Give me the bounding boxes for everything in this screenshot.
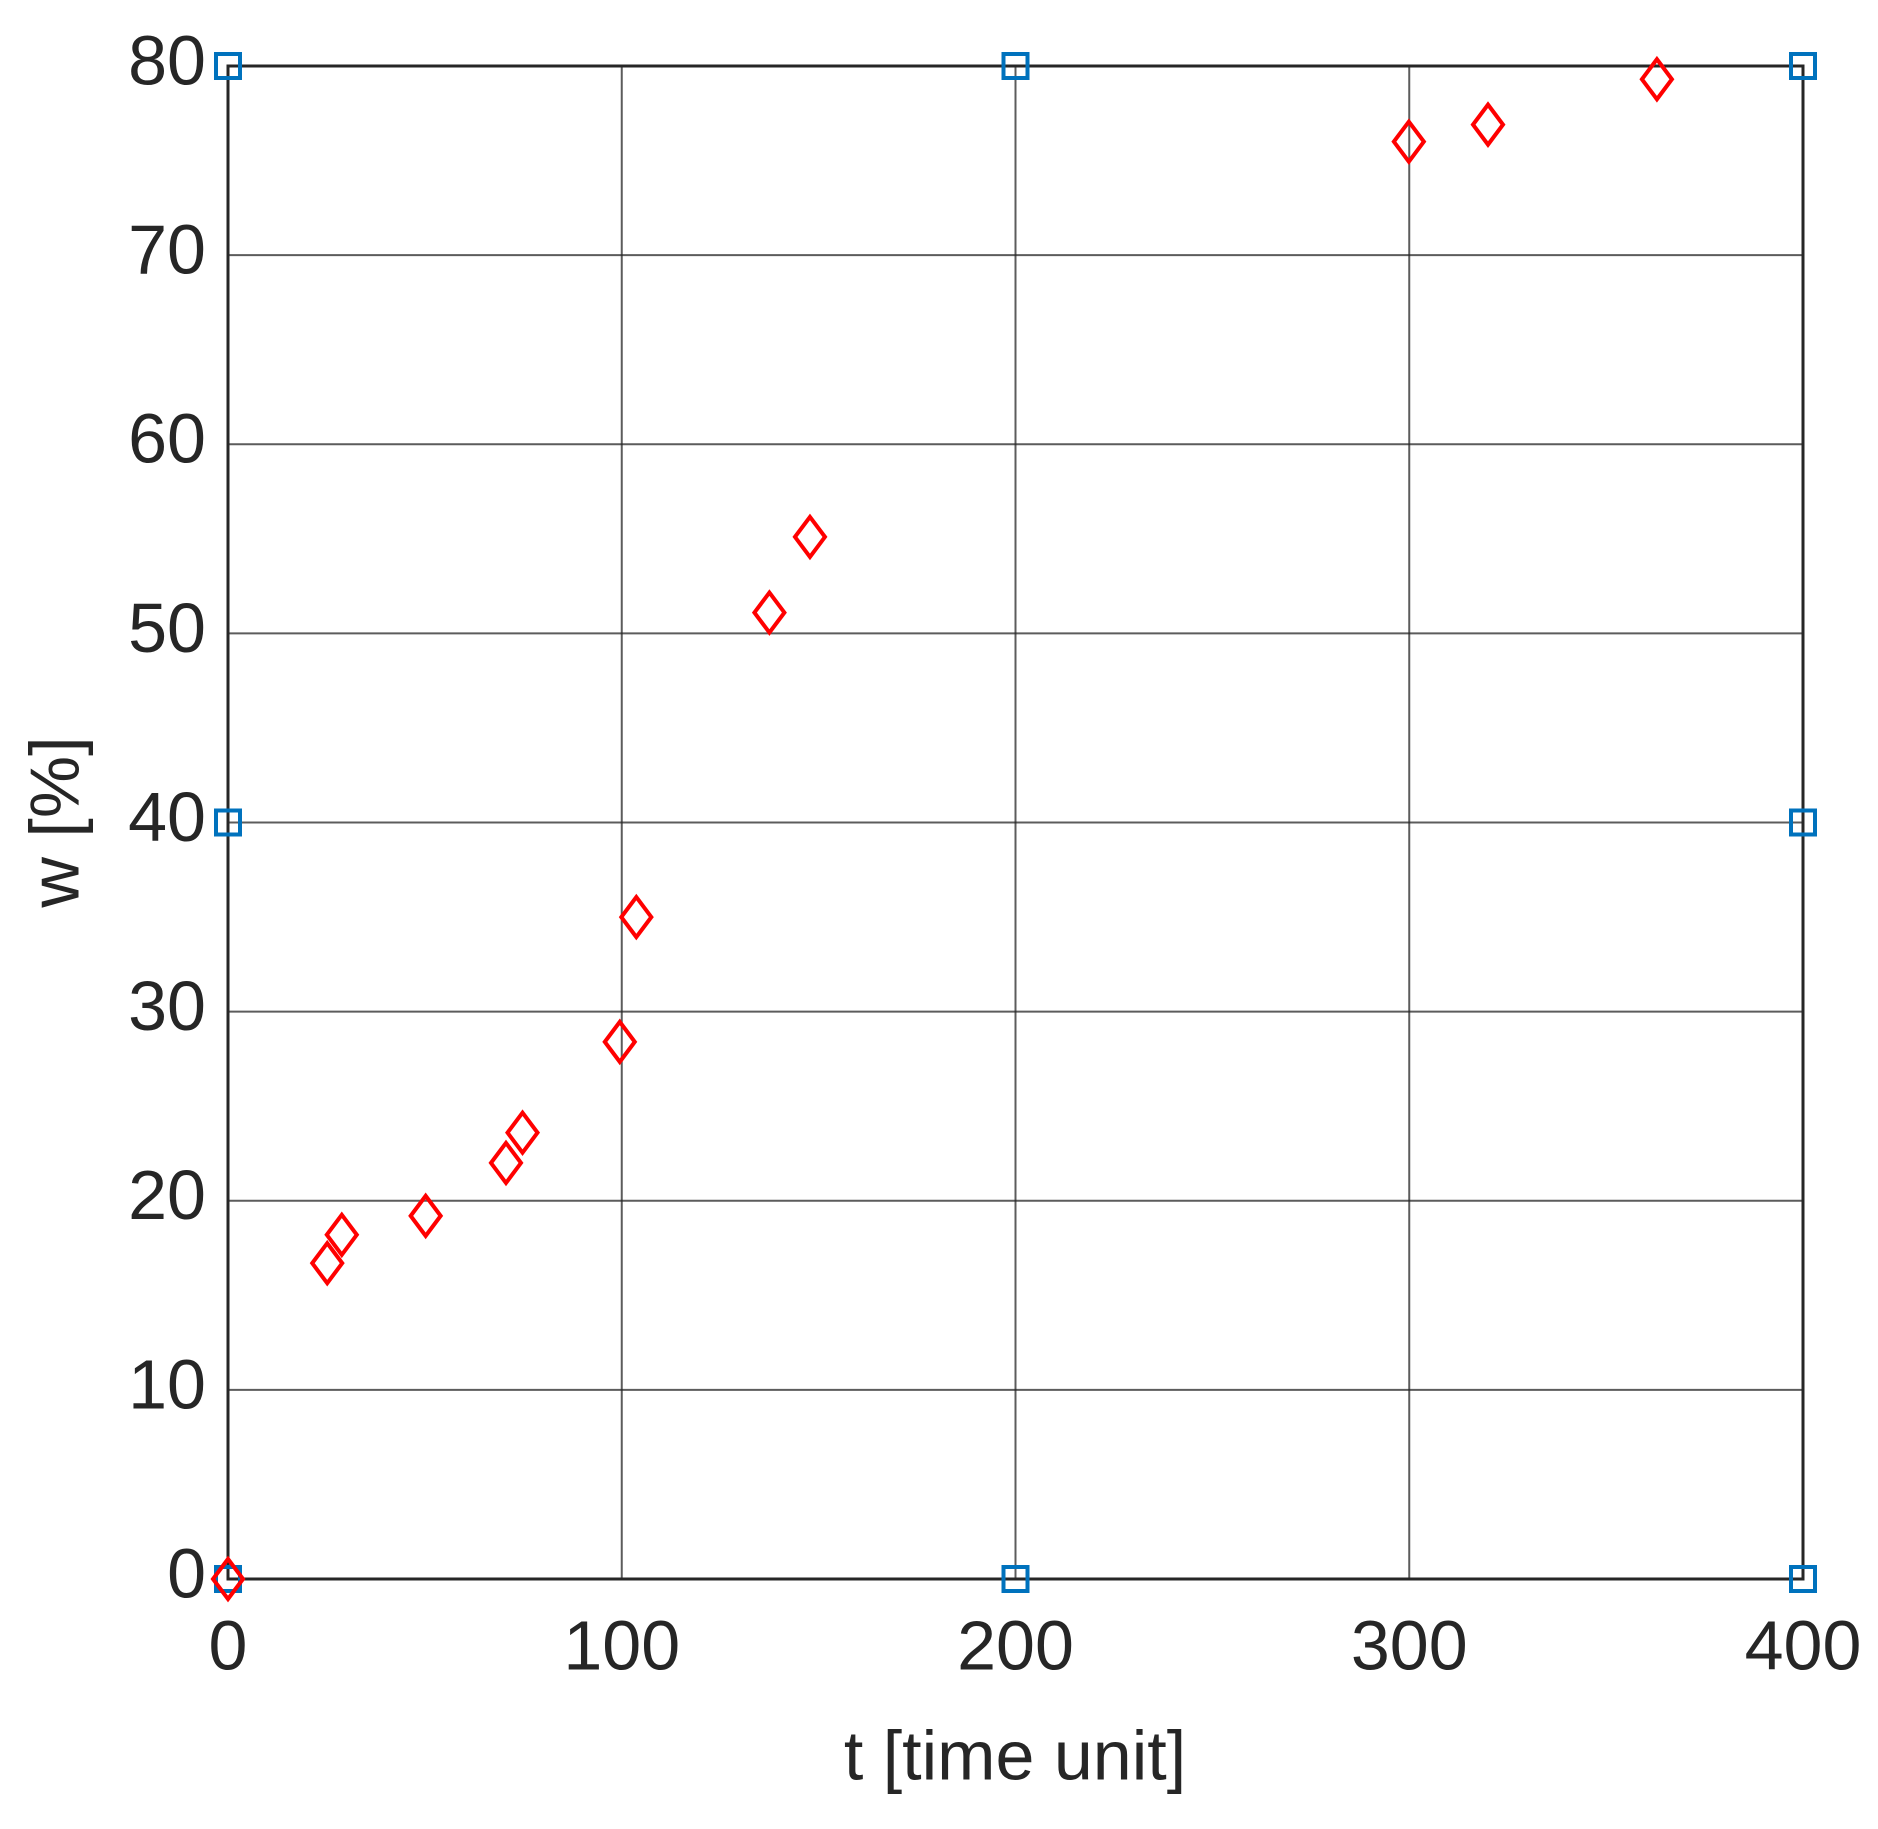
data-point xyxy=(1789,52,1817,80)
x-tick-label: 300 xyxy=(1351,1606,1468,1684)
data-point xyxy=(751,589,787,636)
data-point xyxy=(408,1192,444,1240)
data-point xyxy=(1001,1565,1030,1593)
data-point xyxy=(1639,55,1675,103)
y-tick-label: 30 xyxy=(128,967,206,1045)
x-tick-label: 0 xyxy=(209,1606,248,1684)
y-tick-label: 50 xyxy=(128,589,206,667)
data-point xyxy=(602,1018,638,1066)
data-point xyxy=(488,1139,524,1187)
x-tick-label: 200 xyxy=(957,1606,1074,1684)
y-tick-label: 40 xyxy=(128,778,206,856)
y-tick-label: 80 xyxy=(128,21,206,99)
data-point xyxy=(324,1211,360,1259)
y-tick-label: 10 xyxy=(128,1345,206,1423)
data-point xyxy=(1001,52,1030,80)
data-point xyxy=(1789,808,1817,837)
data-point xyxy=(1470,101,1506,148)
x-axis-label: t [time unit] xyxy=(844,1716,1186,1794)
data-point xyxy=(214,1565,242,1593)
data-point xyxy=(1391,118,1427,165)
data-point xyxy=(618,893,654,941)
data-point xyxy=(505,1109,541,1157)
data-point xyxy=(309,1239,345,1287)
y-tick-label: 60 xyxy=(128,400,206,478)
y-tick-label: 0 xyxy=(167,1534,206,1612)
y-axis-label: w [%] xyxy=(15,736,93,908)
y-tick-label: 20 xyxy=(128,1156,206,1234)
data-point xyxy=(210,1555,246,1603)
data-point xyxy=(214,808,242,837)
data-point xyxy=(1789,1565,1817,1593)
x-tick-label: 400 xyxy=(1745,1606,1862,1684)
y-tick-label: 70 xyxy=(128,211,206,289)
x-tick-label: 100 xyxy=(563,1606,680,1684)
plot-frame xyxy=(226,64,1805,1581)
data-point xyxy=(214,52,242,80)
data-point xyxy=(792,513,828,561)
